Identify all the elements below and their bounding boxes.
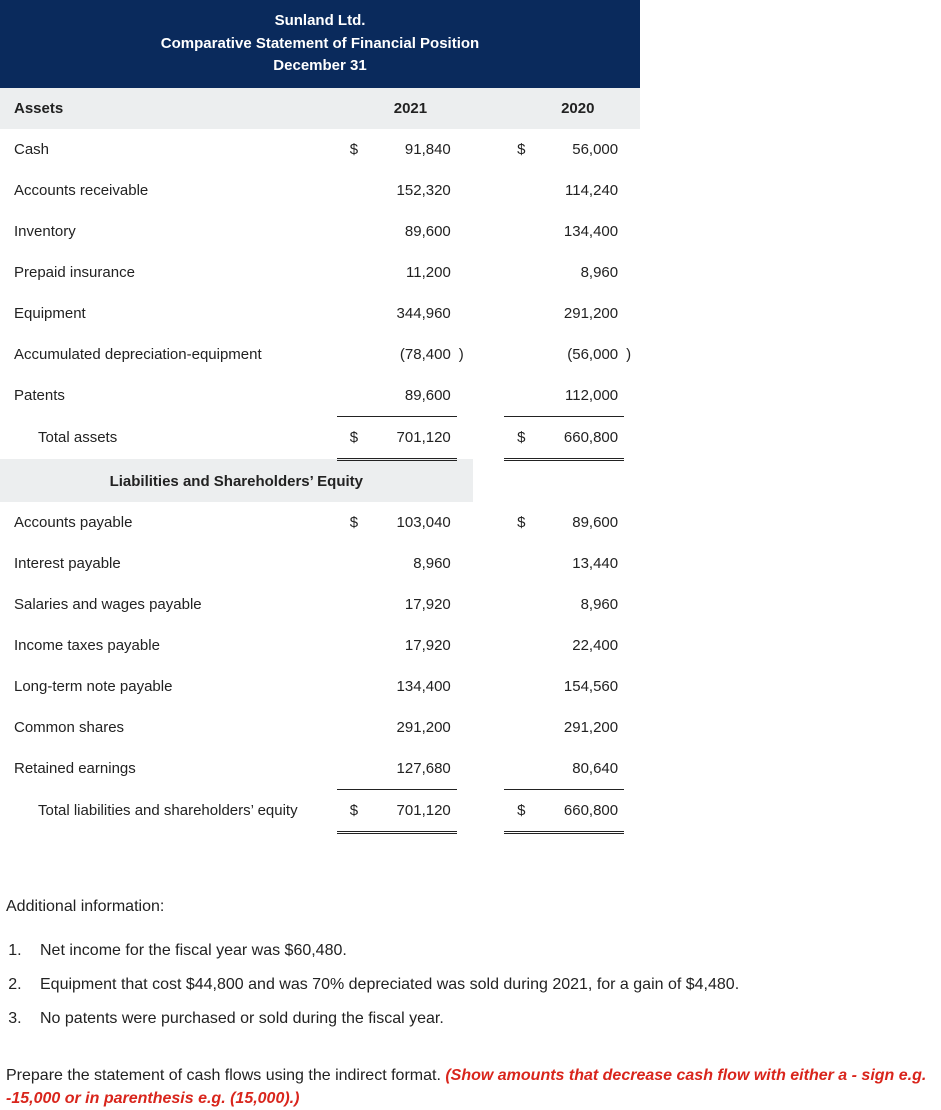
additional-info-section: Additional information: Net income for t… <box>0 864 941 1110</box>
table-row: Inventory 89,600 134,400 <box>0 211 640 252</box>
table-row: Accounts receivable 152,320 114,240 <box>0 170 640 211</box>
financial-position-table: Assets 2021 2020 Cash $ 91,840 $ 56,000 … <box>0 88 640 834</box>
assets-total-row: Total assets $ 701,120 $ 660,800 <box>0 416 640 459</box>
table-row: Accumulated depreciation-equipment (78,4… <box>0 334 640 375</box>
assets-label: Assets <box>0 88 337 129</box>
header-line-date: December 31 <box>12 55 628 78</box>
table-row: Prepaid insurance 11,200 8,960 <box>0 252 640 293</box>
liabilities-total-row: Total liabilities and shareholders’ equi… <box>0 789 640 832</box>
table-row: Retained earnings 127,680 80,640 <box>0 748 640 790</box>
table-row: Interest payable 8,960 13,440 <box>0 543 640 584</box>
liabilities-section-row: Liabilities and Shareholders’ Equity <box>0 459 640 502</box>
liabilities-section-label: Liabilities and Shareholders’ Equity <box>0 459 473 502</box>
statement-header: Sunland Ltd. Comparative Statement of Fi… <box>0 0 640 88</box>
table-row: Cash $ 91,840 $ 56,000 <box>0 129 640 170</box>
instruction-text: Prepare the statement of cash flows usin… <box>6 1064 935 1110</box>
year-2020: 2020 <box>529 88 624 129</box>
table-row: Income taxes payable 17,920 22,400 <box>0 625 640 666</box>
additional-info-heading: Additional information: <box>6 898 935 916</box>
table-row: Common shares 291,200 291,200 <box>0 707 640 748</box>
table-row: Long-term note payable 134,400 154,560 <box>0 666 640 707</box>
list-item: Net income for the fiscal year was $60,4… <box>26 934 935 968</box>
list-item: No patents were purchased or sold during… <box>26 1002 935 1036</box>
table-row: Equipment 344,960 291,200 <box>0 293 640 334</box>
table-row: Salaries and wages payable 17,920 8,960 <box>0 584 640 625</box>
additional-info-list: Net income for the fiscal year was $60,4… <box>6 934 935 1036</box>
table-row: Patents 89,600 112,000 <box>0 375 640 417</box>
table-row: Accounts payable $ 103,040 $ 89,600 <box>0 502 640 543</box>
statement-table-container: Sunland Ltd. Comparative Statement of Fi… <box>0 0 640 834</box>
header-line-title: Comparative Statement of Financial Posit… <box>12 33 628 56</box>
year-2021: 2021 <box>362 88 457 129</box>
header-line-company: Sunland Ltd. <box>12 10 628 33</box>
assets-section-row: Assets 2021 2020 <box>0 88 640 129</box>
list-item: Equipment that cost $44,800 and was 70% … <box>26 968 935 1002</box>
instruction-black: Prepare the statement of cash flows usin… <box>6 1067 445 1084</box>
